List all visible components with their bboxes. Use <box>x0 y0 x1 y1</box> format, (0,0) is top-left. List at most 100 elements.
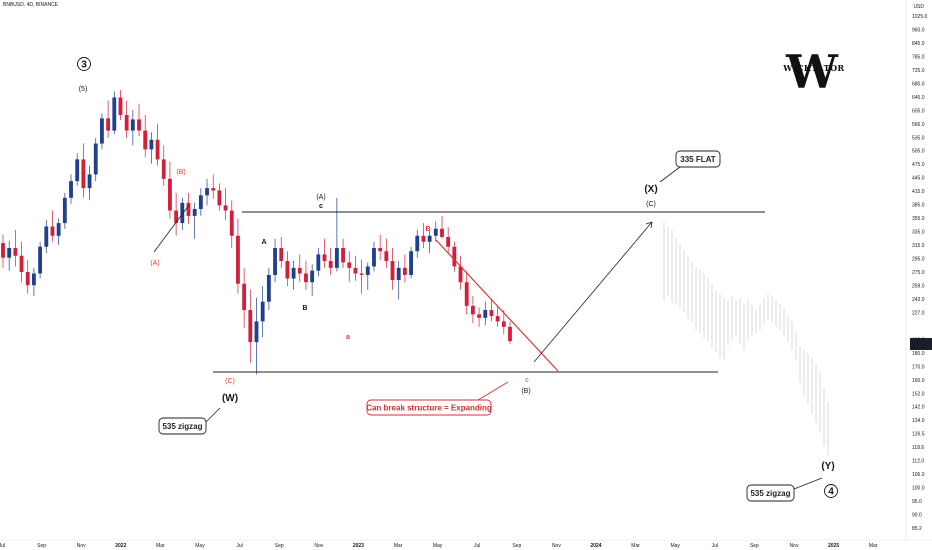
descending-trendline <box>435 239 559 372</box>
candle-body <box>69 181 73 198</box>
candle-body <box>427 235 432 242</box>
candle-body <box>477 314 482 318</box>
wave-label: 4 <box>828 487 834 498</box>
current-price-label: 211.4 <box>912 340 924 346</box>
price-tick-label: 142.0 <box>912 405 925 411</box>
price-tick-label: 605.0 <box>912 108 925 114</box>
wave-label: (B) <box>521 388 530 395</box>
callout-box <box>366 399 492 416</box>
price-tick-label: 180.0 <box>912 351 925 357</box>
wave-label: (A) <box>150 260 159 267</box>
candle-body <box>168 178 172 211</box>
callout-box <box>158 417 207 435</box>
wave-label: (B) <box>176 169 185 176</box>
candle-body <box>495 316 500 322</box>
candle-body <box>440 228 444 237</box>
candle-body <box>279 248 284 262</box>
wave-label: (W) <box>222 393 238 404</box>
candle-body <box>186 202 191 216</box>
candle-body <box>50 226 55 236</box>
candle-body <box>402 267 407 275</box>
price-tick-label: 415.0 <box>912 189 925 195</box>
price-axis[interactable]: 1025.0 960.0 845.0 785.0 725.0 680.0 645.0 605.… <box>905 0 932 540</box>
candle-body <box>124 115 129 131</box>
price-tick-label: 680.0 <box>912 81 925 87</box>
candle-body <box>137 119 141 131</box>
candle-body <box>384 251 389 262</box>
time-tick-label: Nov <box>552 543 561 549</box>
candle-body <box>205 188 209 196</box>
arrow-head <box>645 221 653 229</box>
candle-body <box>1 243 5 258</box>
callout-text: 335 FLAT <box>680 155 716 164</box>
price-tick-label: 335.0 <box>912 230 925 236</box>
countdown-label: 3D 13H <box>912 345 929 351</box>
candle-body <box>254 321 259 343</box>
candle-body <box>464 282 469 306</box>
price-tick-label: 85.2 <box>912 526 922 532</box>
candle-body <box>19 255 24 273</box>
current-price-tag <box>910 338 932 350</box>
candle-body <box>87 174 92 189</box>
price-tick-label: 785.0 <box>912 54 925 60</box>
price-tick-label: 227.0 <box>912 310 925 316</box>
candle-body <box>341 248 345 263</box>
price-tick-label: 118.6 <box>912 445 924 451</box>
time-tick-label: 2022 <box>115 543 126 549</box>
candle-body <box>155 139 160 160</box>
candle-body <box>118 97 123 116</box>
price-tick-label: 112.0 <box>912 459 924 465</box>
candle-body <box>446 236 451 247</box>
time-tick-label: 2024 <box>590 543 601 549</box>
time-tick-label: May <box>433 543 443 549</box>
price-tick-label: 243.0 <box>912 297 925 303</box>
time-tick-label: Mar <box>631 543 640 549</box>
candle-body <box>211 188 216 191</box>
price-tick-label: 315.0 <box>912 243 925 249</box>
candle-body <box>433 228 438 236</box>
candle-body <box>347 262 352 268</box>
currency-label: USD <box>913 4 924 10</box>
candle-body <box>149 139 154 150</box>
candles-layer <box>1 89 512 375</box>
symbol-header: BNBUSD, 4D, BINANCE <box>3 2 59 8</box>
candle-body <box>508 326 512 342</box>
logo: W WICKTATOR <box>782 45 844 99</box>
price-tick-label: 100.0 <box>912 486 925 492</box>
price-tick-label: 106.0 <box>912 472 925 478</box>
candle-body <box>100 118 104 144</box>
candle-body <box>328 261 333 268</box>
candle-body <box>470 305 475 315</box>
price-tick-label: 170.0 <box>912 364 925 370</box>
candle-body <box>25 272 30 286</box>
callout-text: 535 zigzag <box>162 422 202 431</box>
time-tick-label: Jul <box>236 543 242 549</box>
candle-body <box>112 97 117 131</box>
logo-name: WICKTATOR <box>782 63 844 73</box>
price-tick-label: 95.0 <box>912 499 922 505</box>
price-tick-label: 134.0 <box>912 418 925 424</box>
price-tick-label: 960.0 <box>912 27 925 33</box>
price-tick-label: 725.0 <box>912 68 925 74</box>
wave-label: a <box>346 334 350 341</box>
time-tick-label: Mar <box>394 543 403 549</box>
candle-body <box>13 248 18 256</box>
candle-body <box>260 301 265 322</box>
time-axis[interactable]: Jul Sep Nov 2022 Mar May Jul Sep Nov 2023 Mar May Ju… <box>0 539 932 549</box>
callout-pointer <box>793 477 823 490</box>
candle-body <box>192 208 197 216</box>
price-tick-label: 566.0 <box>912 122 925 128</box>
candle-body <box>334 248 339 268</box>
time-tick-label: May <box>195 543 205 549</box>
callout-text: Can break structure = Expanding <box>366 404 492 413</box>
time-tick-label: Jul <box>712 543 718 549</box>
wave-label: c <box>319 203 323 210</box>
candle-body <box>372 248 376 267</box>
logo-letter: W <box>785 45 839 99</box>
candle-body <box>365 266 370 275</box>
time-tick-label: Sep <box>512 543 521 549</box>
candle-body <box>38 246 43 274</box>
candle-body <box>297 267 302 274</box>
